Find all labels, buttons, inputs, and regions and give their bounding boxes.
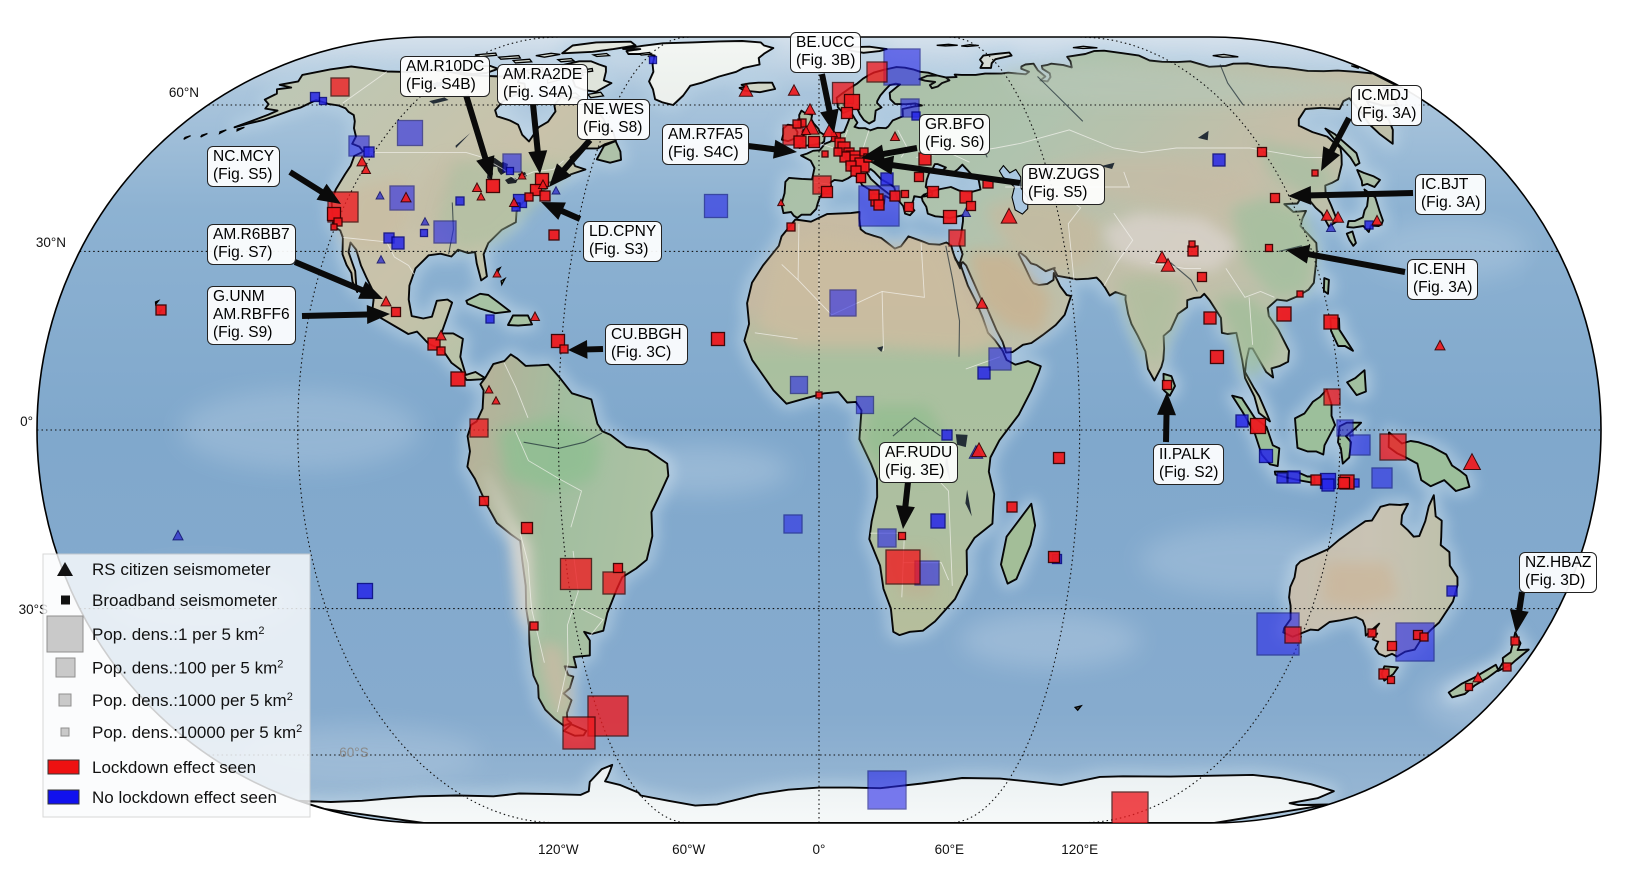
svg-text:120°W: 120°W [538,842,579,857]
svg-text:60°S: 60°S [339,745,368,760]
svg-text:30°N: 30°N [36,235,66,250]
svg-text:Pop. dens.:1 per 5 km2: Pop. dens.:1 per 5 km2 [92,625,264,644]
svg-text:0°: 0° [20,414,33,429]
svg-text:Pop. dens.:10000 per 5 km2: Pop. dens.:10000 per 5 km2 [92,723,302,742]
svg-text:Pop. dens.:100 per 5 km2: Pop. dens.:100 per 5 km2 [92,659,283,678]
svg-text:60°N: 60°N [169,85,199,100]
svg-text:Pop. dens.:1000 per 5 km2: Pop. dens.:1000 per 5 km2 [92,691,293,710]
svg-text:120°E: 120°E [1061,842,1098,857]
svg-text:RS citizen seismometer: RS citizen seismometer [92,560,271,579]
svg-text:Lockdown effect seen: Lockdown effect seen [92,758,256,777]
svg-text:30°S: 30°S [19,602,48,617]
svg-text:60°E: 60°E [935,842,964,857]
svg-text:0°: 0° [813,842,826,857]
svg-text:No lockdown effect seen: No lockdown effect seen [92,788,277,807]
svg-text:60°W: 60°W [672,842,705,857]
svg-text:Broadband seismometer: Broadband seismometer [92,591,278,610]
